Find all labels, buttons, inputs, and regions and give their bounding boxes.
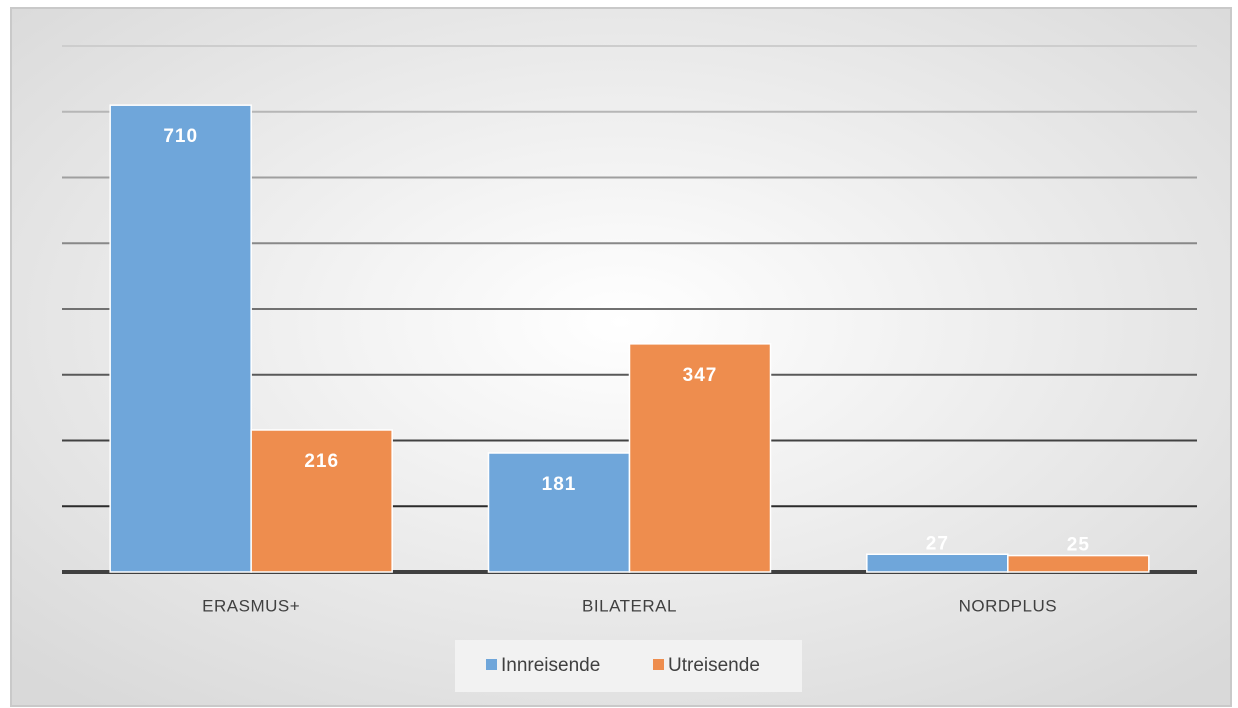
bar (250, 429, 393, 573)
bar (1007, 554, 1150, 573)
bar (628, 343, 772, 573)
data-label: 25 (1067, 535, 1090, 556)
legend-label: Innreisende (501, 655, 600, 676)
bar (866, 553, 1009, 573)
x-tick-label: NORDPLUS (959, 596, 1057, 615)
bar (487, 452, 631, 573)
data-label: 27 (926, 533, 949, 554)
legend-label: Utreisende (668, 655, 760, 676)
x-tick-label: ERASMUS+ (202, 596, 300, 615)
data-label: 347 (683, 365, 718, 386)
data-label: 710 (163, 126, 198, 147)
bar (109, 104, 252, 573)
data-label: 181 (542, 474, 577, 495)
legend-swatch (653, 659, 664, 670)
legend-box (455, 640, 802, 692)
data-label: 216 (304, 451, 339, 472)
x-tick-label: BILATERAL (582, 596, 677, 615)
legend-swatch (486, 659, 497, 670)
